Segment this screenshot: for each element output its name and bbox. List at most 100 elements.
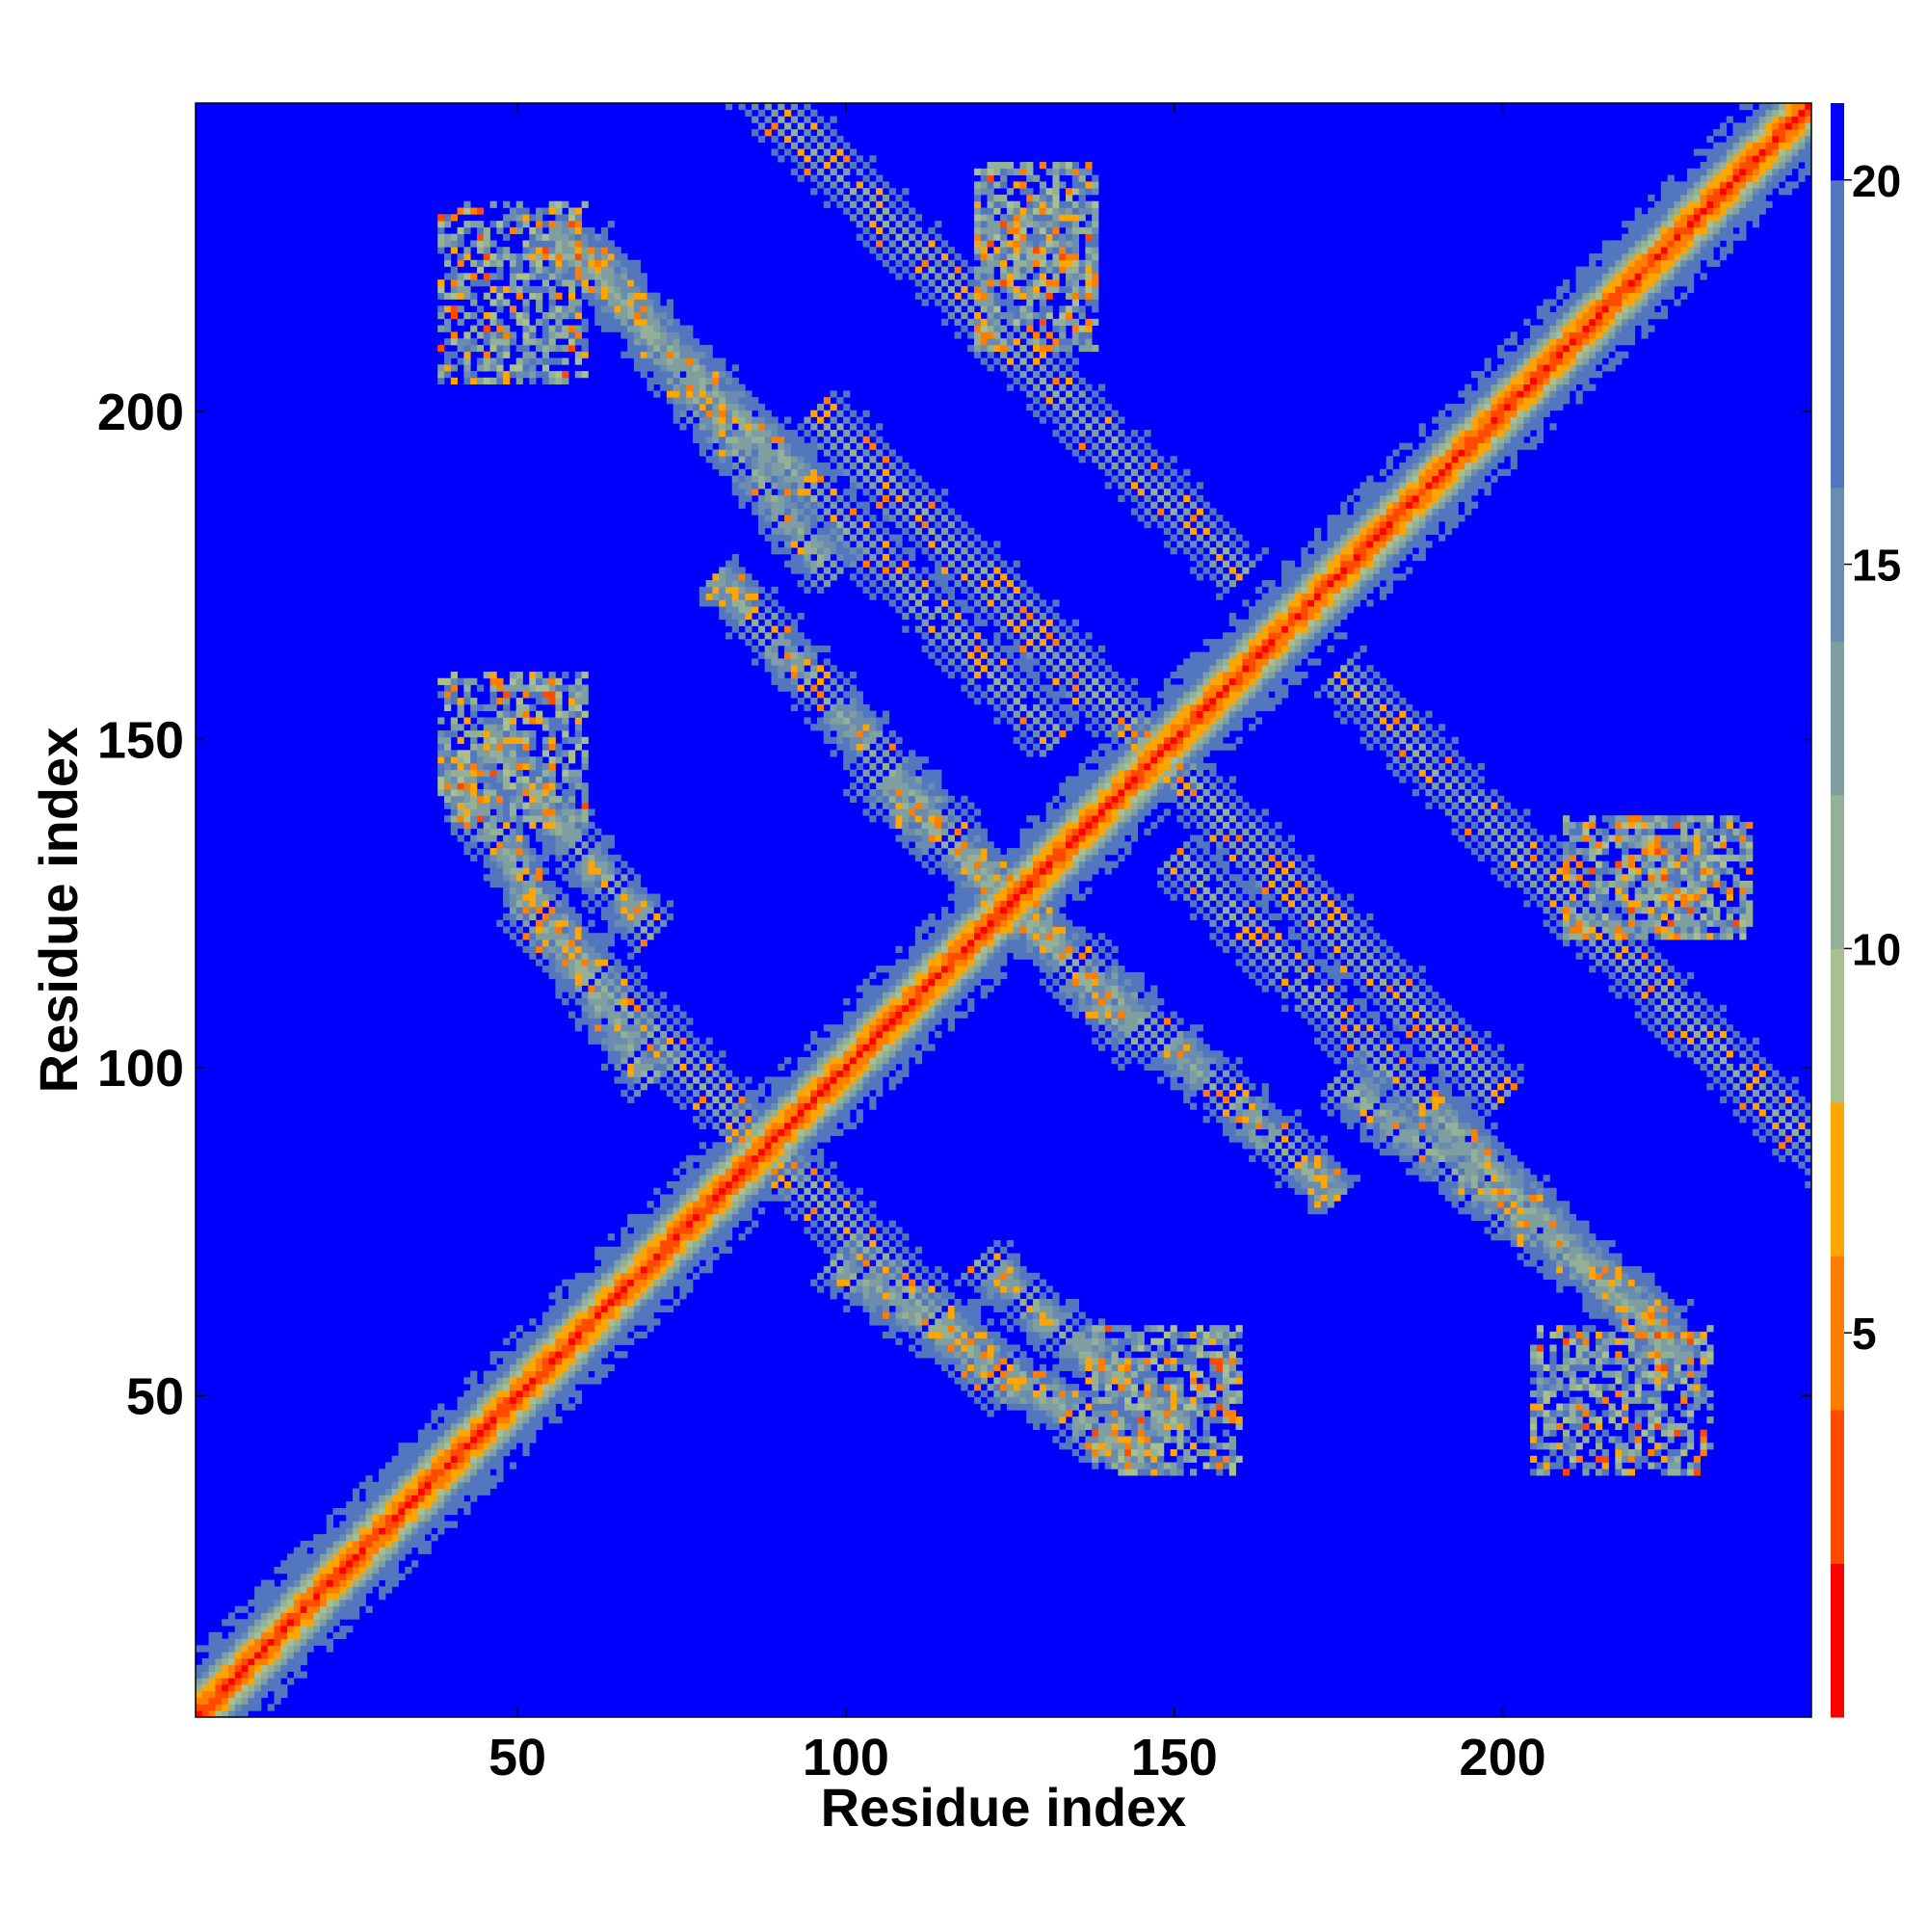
heatmap-cell	[895, 1037, 903, 1045]
heatmap-cell	[1228, 1455, 1236, 1463]
heatmap-cell	[902, 1298, 910, 1307]
heatmap-cell	[332, 1619, 340, 1627]
heatmap-cell	[1144, 1370, 1151, 1378]
heatmap-cell	[1039, 1325, 1047, 1333]
heatmap-cell	[1190, 1422, 1198, 1431]
heatmap-cell	[529, 1344, 537, 1352]
heatmap-cell	[660, 1285, 668, 1293]
heatmap-cell	[804, 1076, 811, 1084]
heatmap-cell	[384, 1560, 393, 1568]
heatmap-cell	[260, 1579, 269, 1587]
heatmap-cell	[444, 1416, 452, 1424]
heatmap-cell	[1575, 1358, 1583, 1365]
heatmap-cell	[1294, 1187, 1302, 1195]
heatmap-cell	[1144, 1442, 1151, 1450]
heatmap-cell	[1491, 1168, 1498, 1176]
heatmap-cell	[1314, 1187, 1322, 1195]
heatmap-cell	[679, 1102, 687, 1110]
heatmap-cell	[1622, 1455, 1629, 1463]
heatmap-cell	[1543, 1363, 1550, 1371]
heatmap-cell	[1530, 1416, 1538, 1424]
heatmap-cell	[876, 998, 884, 1006]
heatmap-cell	[1196, 1370, 1203, 1378]
heatmap-cell	[1477, 1201, 1485, 1208]
heatmap-cell	[653, 1279, 661, 1286]
heatmap-cell	[1543, 1416, 1550, 1424]
heatmap-cell	[1216, 1089, 1224, 1098]
heatmap-cell	[719, 1233, 726, 1241]
heatmap-cell	[836, 1253, 844, 1260]
heatmap-cell	[1406, 1102, 1413, 1110]
heatmap-cell	[1556, 1233, 1564, 1241]
heatmap-cell	[980, 1253, 988, 1260]
heatmap-cell	[1719, 1070, 1728, 1077]
heatmap-cell	[1477, 1175, 1485, 1182]
heatmap-cell	[869, 1057, 877, 1065]
heatmap-cell	[686, 1220, 694, 1228]
heatmap-cell	[1648, 1279, 1655, 1286]
heatmap-cell	[346, 1573, 354, 1580]
heatmap-cell	[1118, 1442, 1125, 1450]
heatmap-cell	[352, 1586, 360, 1594]
heatmap-cell	[862, 1220, 870, 1228]
heatmap-cell	[1059, 1416, 1067, 1424]
heatmap-cell	[725, 1135, 733, 1143]
heatmap-cell	[666, 1272, 674, 1281]
heatmap-cell	[1444, 1018, 1452, 1025]
heatmap-cell	[967, 1370, 975, 1378]
heatmap-cell	[346, 1593, 354, 1601]
heatmap-cell	[398, 1534, 406, 1542]
heatmap-cell	[515, 1344, 523, 1352]
heatmap-cell	[1059, 1358, 1067, 1365]
heatmap-cell	[489, 1481, 497, 1490]
heatmap-cell	[1097, 1455, 1106, 1463]
heatmap-cell	[1190, 1102, 1198, 1110]
heatmap-cell	[437, 1410, 445, 1417]
heatmap-cell	[1059, 1384, 1067, 1391]
heatmap-cell	[790, 1070, 799, 1077]
heatmap-cell	[1150, 1403, 1158, 1411]
heatmap-cell	[653, 1024, 661, 1032]
heatmap-cell	[476, 1429, 485, 1437]
heatmap-cell	[274, 1697, 281, 1705]
heatmap-cell	[620, 1089, 628, 1098]
heatmap-cell	[1543, 1246, 1550, 1254]
heatmap-cell	[222, 1684, 229, 1692]
heatmap-cell	[1104, 1011, 1112, 1019]
heatmap-cell	[902, 992, 910, 999]
heatmap-cell	[1674, 1363, 1681, 1371]
heatmap-cell	[594, 1363, 602, 1371]
heatmap-cell	[902, 1233, 910, 1241]
heatmap-cell	[1327, 1050, 1334, 1058]
heatmap-cell	[1137, 1004, 1145, 1013]
heatmap-cell	[614, 1044, 621, 1051]
heatmap-cell	[1693, 1057, 1701, 1065]
heatmap-cell	[1144, 1422, 1151, 1431]
heatmap-cell	[614, 1337, 621, 1345]
heatmap-cell	[1059, 1410, 1067, 1417]
heatmap-cell	[725, 1233, 733, 1241]
heatmap-cell	[1693, 1030, 1701, 1039]
heatmap-cell	[1700, 1011, 1707, 1019]
heatmap-cell	[947, 1318, 955, 1326]
heatmap-cell	[568, 1363, 576, 1371]
heatmap-cell	[1418, 1161, 1426, 1169]
heatmap-cell	[1634, 1384, 1642, 1391]
heatmap-cell	[607, 1363, 615, 1371]
heatmap-cell	[1406, 1096, 1413, 1103]
heatmap-cell	[248, 1645, 255, 1653]
heatmap-cell	[201, 1664, 209, 1672]
heatmap-cell	[1170, 1416, 1177, 1424]
heatmap-cell	[1399, 1142, 1407, 1150]
heatmap-cell	[470, 1416, 478, 1424]
heatmap-cell	[326, 1612, 333, 1620]
heatmap-cell	[705, 1102, 713, 1110]
heatmap-cell	[496, 1448, 504, 1457]
heatmap-cell	[804, 1201, 811, 1208]
heatmap-cell	[954, 1325, 962, 1333]
heatmap-cell	[391, 1579, 399, 1587]
heatmap-cell	[673, 1018, 680, 1025]
heatmap-cell	[1674, 1377, 1681, 1385]
heatmap-cell	[614, 1259, 621, 1267]
